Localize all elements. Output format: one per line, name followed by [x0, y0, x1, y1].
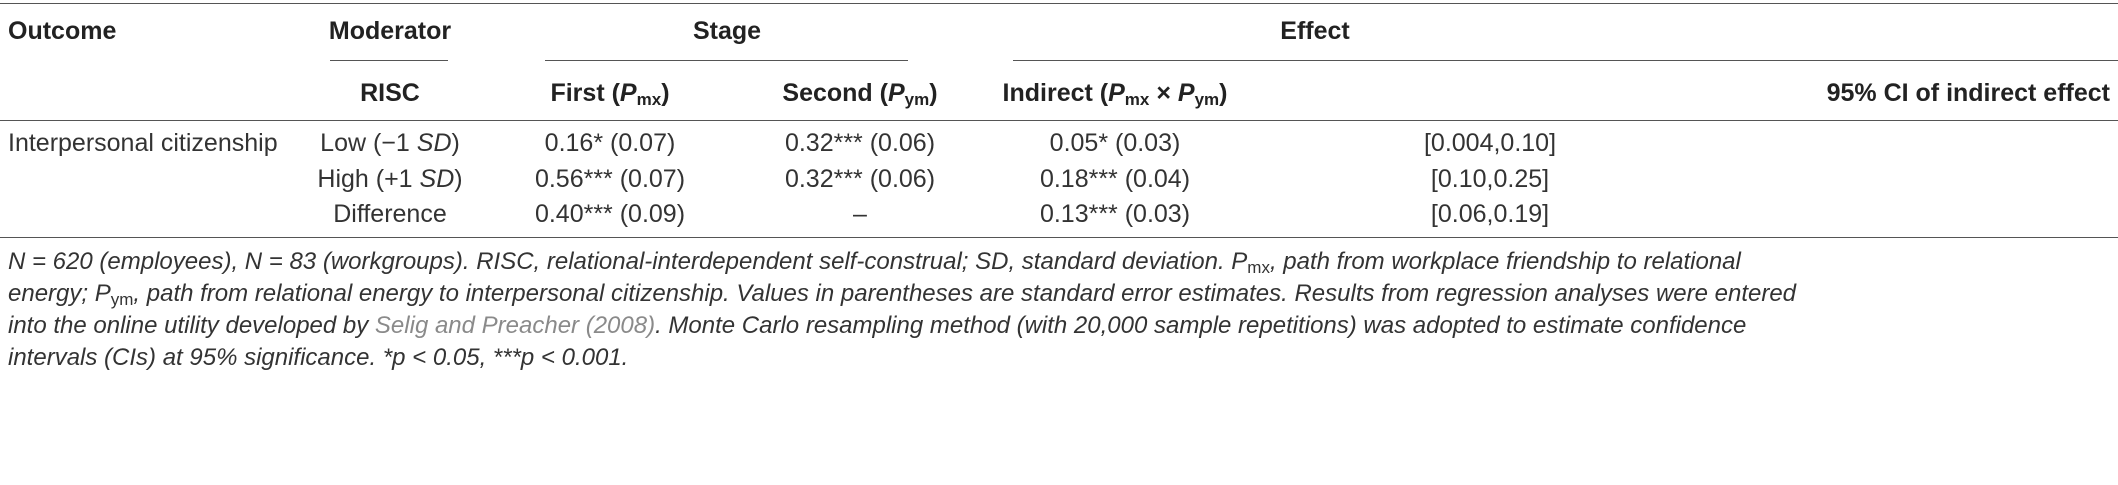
- header-ci: 95% CI of indirect effect: [1826, 79, 2110, 107]
- row3-first: 0.40*** (0.09): [534, 200, 686, 228]
- note-l2-a: energy; P: [8, 280, 111, 307]
- note-l3-b: . Monte Carlo resampling method (with 20…: [655, 312, 1747, 339]
- header-first-sub: mx: [636, 90, 662, 109]
- header-outcome: Outcome: [8, 17, 117, 45]
- header-moderator: Moderator: [328, 17, 452, 45]
- header-first: First (Pmx): [510, 78, 710, 108]
- header-first-suffix: ): [661, 79, 670, 107]
- row2-moderator: High (+1 SD): [290, 164, 490, 194]
- header-second-p: P: [887, 79, 905, 107]
- row3-mod-prefix: Difference: [333, 200, 447, 228]
- note-l4: intervals (CIs) at 95% significance. *p …: [8, 344, 629, 371]
- note-line-4: intervals (CIs) at 95% significance. *p …: [8, 342, 2108, 374]
- row3-ci: [0.06,0.19]: [1430, 200, 1550, 228]
- header-indirect-p1: P: [1108, 79, 1125, 107]
- stage-underline: [545, 60, 908, 61]
- row2-indirect: 0.18*** (0.04): [1039, 165, 1191, 193]
- note-l1-sub: mx: [1247, 258, 1270, 277]
- header-first-prefix: First (: [550, 79, 620, 107]
- header-second-prefix: Second (: [782, 79, 888, 107]
- moderator-underline: [330, 60, 448, 61]
- note-l2-b: , path from relational energy to interpe…: [133, 280, 1797, 307]
- row1-first: 0.16* (0.07): [544, 129, 676, 157]
- selig-preacher-reference-link[interactable]: Selig and Preacher (2008): [374, 312, 656, 339]
- row1-mod-sd: SD: [416, 129, 452, 157]
- header-indirect: Indirect (Pmx × Pym): [990, 78, 1240, 108]
- note-line-2: energy; Pym, path from relational energy…: [8, 278, 2108, 310]
- row1-mod-prefix: Low (−1: [320, 129, 417, 157]
- row2-ci: [0.10,0.25]: [1430, 165, 1550, 193]
- note-line-3: into the online utility developed by Sel…: [8, 310, 2108, 342]
- header-first-p: P: [619, 79, 637, 107]
- header-stage: Stage: [692, 17, 762, 45]
- row3-moderator: Difference: [290, 199, 490, 229]
- row2-mod-prefix: High (+1: [317, 165, 420, 193]
- note-l3-a: into the online utility developed by: [8, 312, 375, 339]
- row1-second: 0.32*** (0.06): [784, 129, 936, 157]
- row1-ci: [0.004,0.10]: [1423, 129, 1557, 157]
- header-indirect-prefix: Indirect (: [1002, 79, 1109, 107]
- note-line-1: N = 620 (employees), N = 83 (workgroups)…: [8, 246, 2108, 278]
- header-effect: Effect: [1280, 17, 1350, 45]
- header-indirect-suffix: ): [1219, 79, 1228, 107]
- header-indirect-sub2: ym: [1194, 90, 1220, 109]
- note-l1-b: , path from workplace friendship to rela…: [1269, 248, 1741, 275]
- row1-outcome: Interpersonal citizenship: [8, 129, 278, 157]
- header-second: Second (Pym): [740, 78, 980, 108]
- row2-second: 0.32*** (0.06): [784, 165, 936, 193]
- row2-mod-sd: SD: [419, 165, 455, 193]
- row2-mod-suffix: ): [454, 165, 463, 193]
- header-indirect-times: ×: [1149, 79, 1178, 107]
- table-note: N = 620 (employees), N = 83 (workgroups)…: [8, 246, 2108, 374]
- effect-underline: [1013, 60, 2118, 61]
- table-bottom-rule: [0, 237, 2118, 238]
- row3-second: –: [853, 200, 867, 228]
- row2-first: 0.56*** (0.07): [534, 165, 686, 193]
- row1-mod-suffix: ): [451, 129, 460, 157]
- table-top-rule: [0, 3, 2118, 4]
- header-bottom-rule: [0, 120, 2118, 121]
- header-second-sub: ym: [904, 90, 930, 109]
- header-risc: RISC: [360, 79, 420, 107]
- row1-moderator: Low (−1 SD): [290, 128, 490, 158]
- header-indirect-sub1: mx: [1124, 90, 1150, 109]
- row1-indirect: 0.05* (0.03): [1049, 129, 1181, 157]
- header-second-suffix: ): [929, 79, 938, 107]
- header-indirect-p2: P: [1177, 79, 1195, 107]
- note-l2-sub: ym: [110, 290, 134, 309]
- note-l1-a: N = 620 (employees), N = 83 (workgroups)…: [8, 248, 1248, 275]
- row3-indirect: 0.13*** (0.03): [1039, 200, 1191, 228]
